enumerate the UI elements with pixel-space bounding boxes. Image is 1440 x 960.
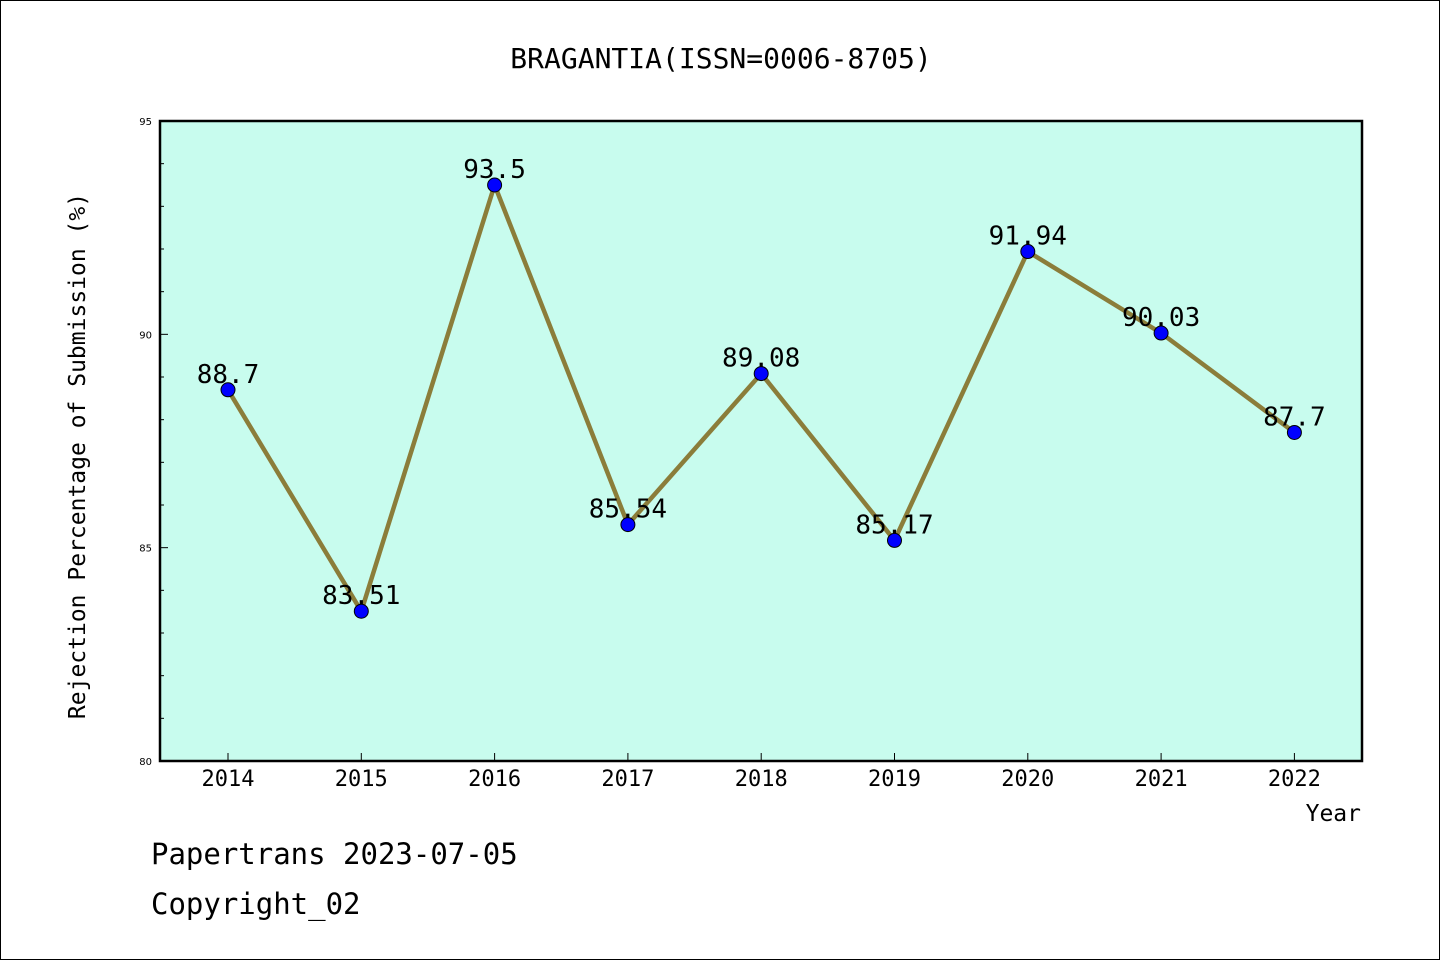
data-point — [1153, 325, 1169, 341]
x-tick-label: 2022 — [1268, 767, 1321, 792]
x-axis-ticks: 2014 2015 2016 2017 2018 2019 2020 2021 2022 — [202, 753, 1321, 792]
x-tick-label: 2017 — [601, 767, 654, 792]
chart-title: BRAGANTIA(ISSN=0006-8705) — [510, 42, 931, 75]
data-label: 90.03 — [1122, 303, 1200, 333]
x-tick-label: 2016 — [468, 767, 521, 792]
x-tick-label: 2014 — [202, 767, 255, 792]
y-tick-label: 90 — [139, 330, 152, 341]
x-tick-label: 2018 — [735, 767, 788, 792]
x-tick-label: 2020 — [1001, 767, 1054, 792]
x-tick-label: 2019 — [868, 767, 921, 792]
data-point — [753, 366, 769, 382]
data-label: 85.17 — [855, 510, 933, 540]
data-label: 89.08 — [722, 344, 800, 374]
y-axis-ticks: 80 85 90 95 — [139, 117, 168, 768]
data-label: 88.7 — [197, 360, 260, 390]
data-label: 85.54 — [589, 495, 667, 525]
y-tick-label: 85 — [139, 544, 152, 555]
data-point — [487, 177, 503, 193]
y-tick-label: 95 — [139, 117, 152, 128]
y-tick-label: 80 — [139, 757, 152, 768]
plot-area — [158, 119, 1364, 763]
footer-credit: Papertrans 2023-07-05 — [151, 837, 518, 871]
data-labels: 88.7 83.51 93.5 85.54 89.08 85.17 91.94 90.03 87… — [197, 155, 1326, 611]
footer-copyright: Copyright_02 — [151, 887, 361, 921]
data-point — [353, 603, 369, 619]
data-point — [887, 532, 902, 548]
data-label: 87.7 — [1263, 402, 1326, 432]
x-axis-label: Year — [1306, 801, 1361, 827]
x-tick-label: 2021 — [1135, 767, 1188, 792]
data-label: 91.94 — [989, 222, 1067, 252]
series-group — [220, 177, 1302, 619]
data-label: 93.5 — [463, 155, 526, 185]
x-tick-label: 2015 — [335, 767, 388, 792]
data-point — [220, 382, 236, 398]
y-axis-label: Rejection Percentage of Submission (%) — [65, 193, 91, 719]
data-point — [1286, 424, 1302, 440]
data-point — [1020, 244, 1036, 260]
data-label: 83.51 — [322, 581, 400, 611]
data-point — [620, 517, 636, 533]
